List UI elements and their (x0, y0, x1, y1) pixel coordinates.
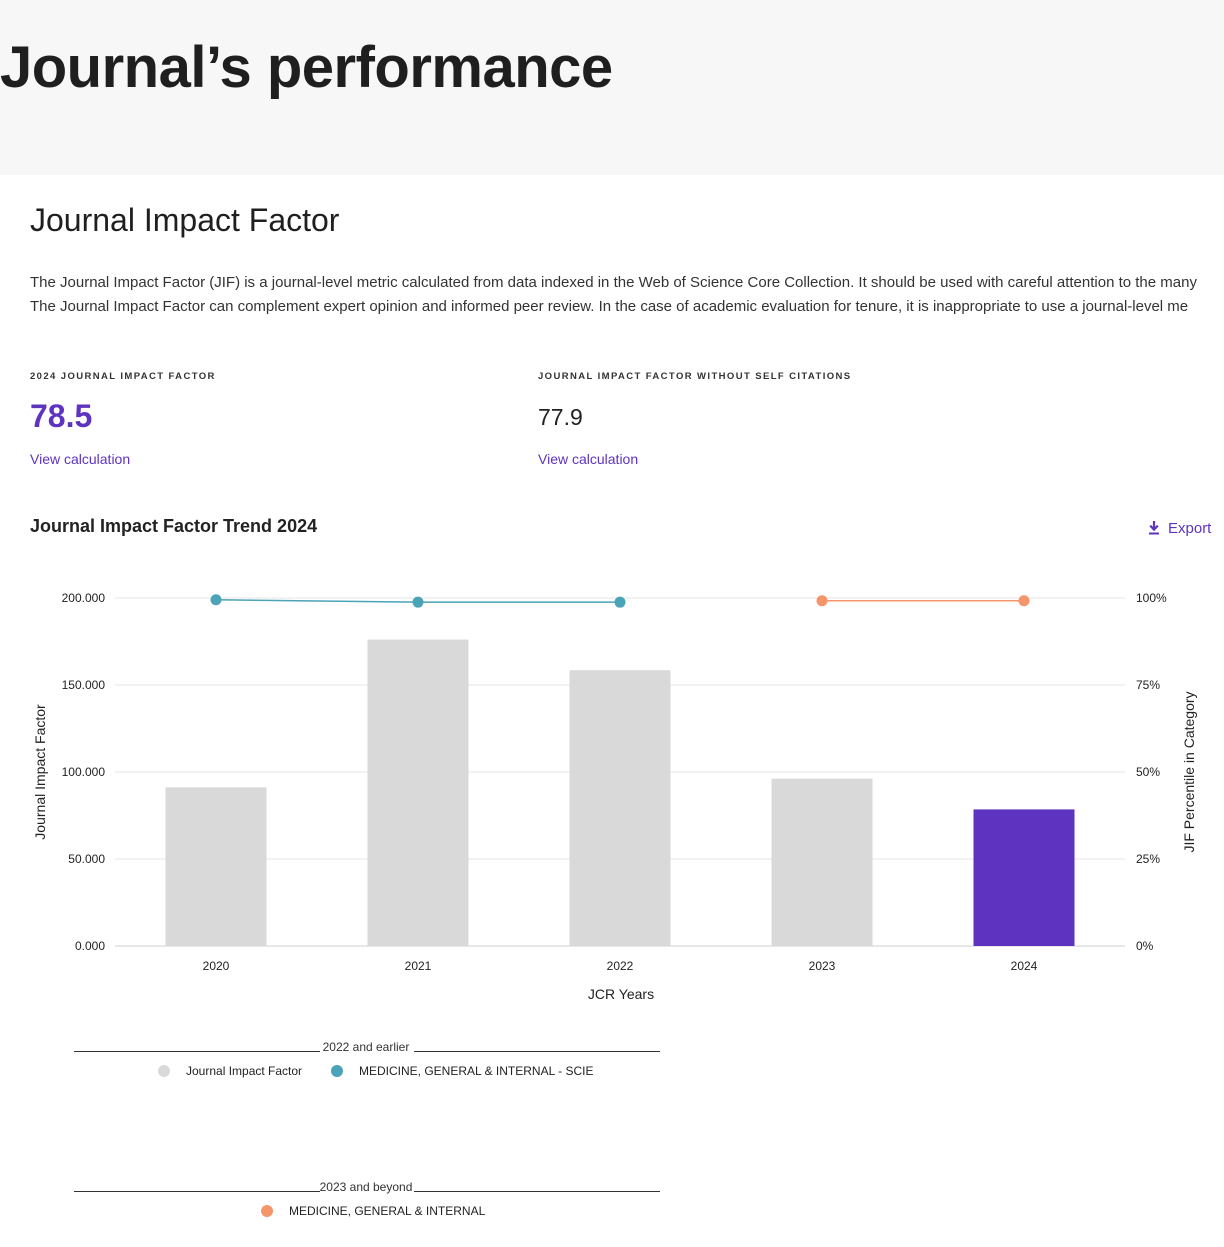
download-icon (1149, 521, 1159, 535)
legend-row-2022-earlier: Journal Impact Factor MEDICINE, GENERAL … (0, 1064, 700, 1080)
y2-tick-label: 50% (1136, 765, 1160, 779)
legend-marker (261, 1205, 273, 1217)
jif-without-self-citations-view-calculation-link[interactable]: View calculation (538, 451, 639, 467)
bar-2024[interactable] (973, 809, 1075, 946)
jif-2024-label: 2024 JOURNAL IMPACT FACTOR (30, 371, 216, 382)
y-tick-label: 0.000 (75, 939, 105, 953)
x-axis-title: JCR Years (588, 986, 654, 1002)
legend-row-2023-beyond: MEDICINE, GENERAL & INTERNAL (0, 1204, 700, 1220)
jif-description-line-2: The Journal Impact Factor can complement… (30, 298, 1189, 315)
chart-axes: 0.000 0% 50.000 25% 100.000 50% 150.000 75% 200.… (62, 591, 1167, 973)
series-point-0[interactable] (412, 596, 424, 608)
series-point-1[interactable] (1018, 595, 1030, 607)
x-tick-label: 2021 (405, 959, 432, 973)
section-title: Journal Impact Factor (30, 202, 340, 238)
jif-description-line-1: The Journal Impact Factor (JIF) is a jou… (30, 274, 1197, 291)
y2-tick-label: 0% (1136, 939, 1154, 953)
legend-group-separator-2023-beyond: 2023 and beyond (72, 1180, 660, 1196)
legend-marker (331, 1065, 343, 1077)
legend-item-medicine-general-internal[interactable]: MEDICINE, GENERAL & INTERNAL (261, 1204, 485, 1218)
y2-tick-label: 25% (1136, 852, 1160, 866)
y-tick-label: 200.000 (62, 591, 106, 605)
bar-2023[interactable] (771, 778, 873, 946)
bar-2020[interactable] (165, 787, 267, 946)
legend-item-label: MEDICINE, GENERAL & INTERNAL - SCIE (359, 1064, 594, 1078)
y2-tick-label: 100% (1136, 591, 1167, 605)
y-tick-label: 50.000 (68, 852, 105, 866)
x-tick-label: 2023 (809, 959, 836, 973)
series-point-1[interactable] (816, 595, 828, 607)
series-point-0[interactable] (614, 596, 626, 608)
legend-group-caption: 2022 and earlier (322, 1040, 410, 1054)
legend-group-caption: 2023 and beyond (319, 1180, 413, 1194)
legend-item-label: MEDICINE, GENERAL & INTERNAL (289, 1204, 486, 1218)
legend-item-medicine-general-internal-scie[interactable]: MEDICINE, GENERAL & INTERNAL - SCIE (331, 1064, 594, 1078)
y2-axis-title: JIF Percentile in Category (1181, 691, 1197, 852)
chart-title: Journal Impact Factor Trend 2024 (30, 516, 318, 536)
page-header: Journal’s performance (0, 0, 1224, 175)
x-tick-label: 2024 (1011, 959, 1038, 973)
bar-2022[interactable] (569, 670, 671, 946)
y2-tick-label: 75% (1136, 678, 1160, 692)
jif-2024-value: 78.5 (30, 398, 93, 434)
jif-trend-chart: 0.000 0% 50.000 25% 100.000 50% 150.000 75% 200.… (32, 591, 1197, 1002)
page-title: Journal’s performance (0, 35, 613, 100)
chart-lines (210, 594, 1030, 608)
series-point-0[interactable] (210, 594, 222, 606)
y-tick-label: 100.000 (62, 765, 106, 779)
jif-without-self-citations-label: JOURNAL IMPACT FACTOR WITHOUT SELF CITAT… (538, 371, 852, 382)
bar-2021[interactable] (367, 639, 469, 946)
x-tick-label: 2022 (607, 959, 634, 973)
y-axis-title: Journal Impact Factor (32, 704, 48, 840)
jif-2024-view-calculation-link[interactable]: View calculation (30, 451, 131, 467)
legend-group-separator-2022-earlier: 2022 and earlier (72, 1040, 660, 1056)
jif-without-self-citations-value: 77.9 (538, 404, 583, 430)
export-label: Export (1168, 519, 1212, 537)
legend-item-journal-impact-factor[interactable]: Journal Impact Factor (158, 1064, 302, 1078)
x-tick-label: 2020 (203, 959, 230, 973)
legend-marker (158, 1065, 170, 1077)
chart-bars (165, 639, 1075, 946)
export-button[interactable]: Export (1148, 518, 1224, 538)
legend-item-label: Journal Impact Factor (186, 1064, 303, 1078)
y-tick-label: 150.000 (62, 678, 106, 692)
